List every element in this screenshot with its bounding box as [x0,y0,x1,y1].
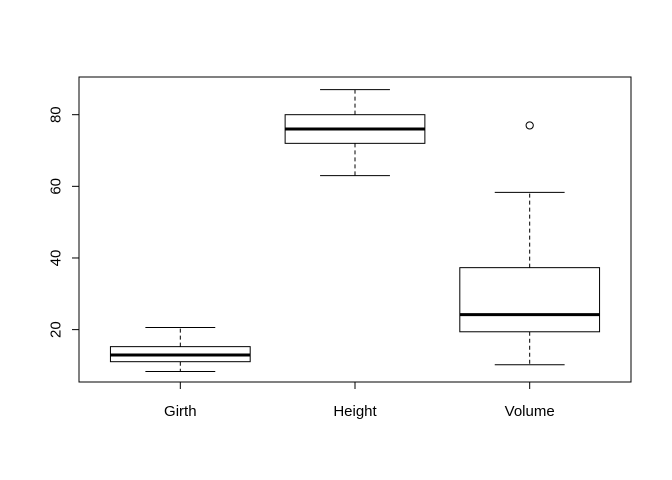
boxes [109,89,601,373]
y-tick-label: 60 [48,178,65,195]
x-tick-label: Volume [505,403,555,420]
x-tick-label: Height [333,403,377,420]
x-axis: Girth Height Volume [164,381,555,420]
y-axis: 20 40 60 80 [48,106,80,338]
box-height [284,89,426,177]
outlier-point [525,121,534,130]
box-iqr [459,267,601,333]
x-tick-label: Girth [164,403,197,420]
box-girth [109,326,251,373]
box-volume [459,121,601,366]
y-tick-label: 80 [48,106,65,123]
y-tick-label: 20 [48,321,65,338]
y-tick-label: 40 [48,250,65,267]
